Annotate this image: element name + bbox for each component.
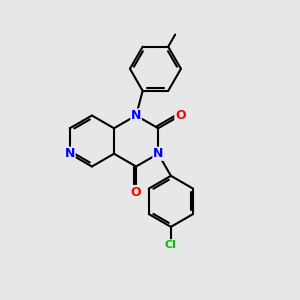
Text: N: N: [131, 109, 141, 122]
Text: N: N: [153, 147, 164, 160]
Text: O: O: [175, 109, 186, 122]
Text: O: O: [131, 185, 141, 199]
Text: Cl: Cl: [165, 240, 177, 250]
Text: N: N: [64, 147, 75, 160]
